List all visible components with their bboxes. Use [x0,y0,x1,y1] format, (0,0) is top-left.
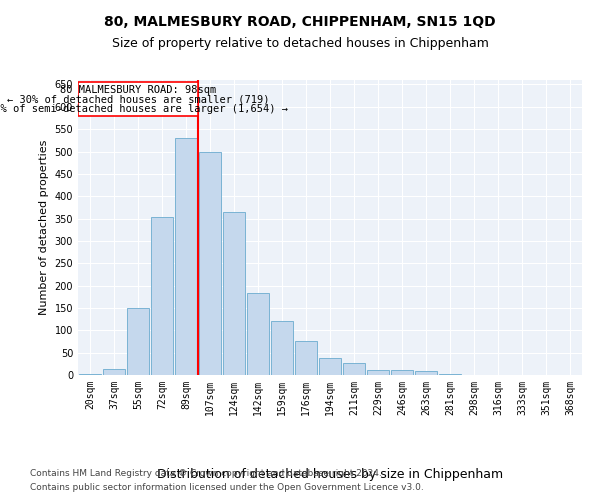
Bar [367,370,389,375]
Bar [151,217,173,375]
Bar [79,374,101,375]
Y-axis label: Number of detached properties: Number of detached properties [39,140,49,315]
X-axis label: Distribution of detached houses by size in Chippenham: Distribution of detached houses by size … [157,468,503,481]
Bar [439,374,461,375]
Text: ← 30% of detached houses are smaller (719): ← 30% of detached houses are smaller (71… [7,94,269,104]
Bar [127,308,149,375]
Bar [78,82,198,116]
Text: 80 MALMESBURY ROAD: 98sqm: 80 MALMESBURY ROAD: 98sqm [60,85,216,95]
Bar [295,342,317,375]
Text: 69% of semi-detached houses are larger (1,654) →: 69% of semi-detached houses are larger (… [0,104,288,114]
Bar [343,363,365,375]
Bar [415,370,437,375]
Text: Contains public sector information licensed under the Open Government Licence v3: Contains public sector information licen… [30,484,424,492]
Bar [319,358,341,375]
Text: Size of property relative to detached houses in Chippenham: Size of property relative to detached ho… [112,38,488,51]
Bar [271,322,293,375]
Bar [199,152,221,375]
Text: 80, MALMESBURY ROAD, CHIPPENHAM, SN15 1QD: 80, MALMESBURY ROAD, CHIPPENHAM, SN15 1Q… [104,15,496,29]
Text: Contains HM Land Registry data © Crown copyright and database right 2024.: Contains HM Land Registry data © Crown c… [30,468,382,477]
Bar [103,369,125,375]
Bar [223,212,245,375]
Bar [391,370,413,375]
Bar [247,293,269,375]
Bar [175,138,197,375]
